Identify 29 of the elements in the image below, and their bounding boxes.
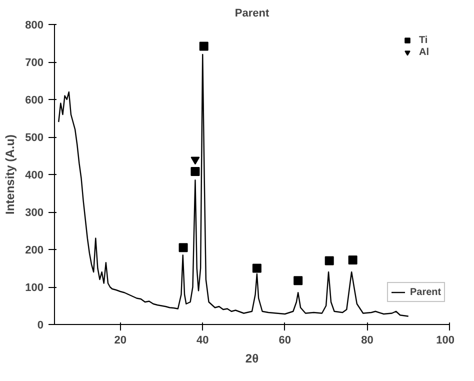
legend-label: Ti: [419, 34, 429, 46]
line-series: [58, 54, 409, 317]
x-axis-title: 2θ: [245, 352, 259, 366]
legend-label: Parent: [410, 286, 442, 298]
y-tick-label: 700: [25, 57, 44, 69]
point: [324, 256, 334, 266]
y-axis-title: Intensity (A.u): [3, 134, 18, 214]
y-tick-label: 400: [25, 170, 44, 182]
y-tick-label: 600: [25, 94, 44, 106]
y-tick-label: 300: [25, 207, 44, 219]
x-tick-label: 100: [436, 334, 455, 346]
y-tick-label: 200: [25, 244, 44, 256]
point: [294, 276, 303, 286]
point: [190, 156, 200, 165]
x-tick-label: 60: [278, 334, 292, 346]
y-tick-label: 100: [25, 282, 44, 294]
x-tick-label: 20: [114, 334, 126, 346]
point: [348, 256, 358, 264]
x-tick-label: 80: [361, 334, 374, 346]
point: [178, 243, 188, 252]
point: [199, 42, 208, 51]
y-tick-label: 800: [25, 20, 44, 32]
y-tick-label: 500: [25, 132, 44, 144]
y-tick-label: 0: [37, 320, 44, 332]
legend-label: Al: [419, 46, 430, 58]
chart-title: Parent: [234, 8, 270, 20]
x-tick-label: 40: [196, 334, 209, 346]
point: [190, 167, 200, 176]
point: [252, 264, 262, 273]
